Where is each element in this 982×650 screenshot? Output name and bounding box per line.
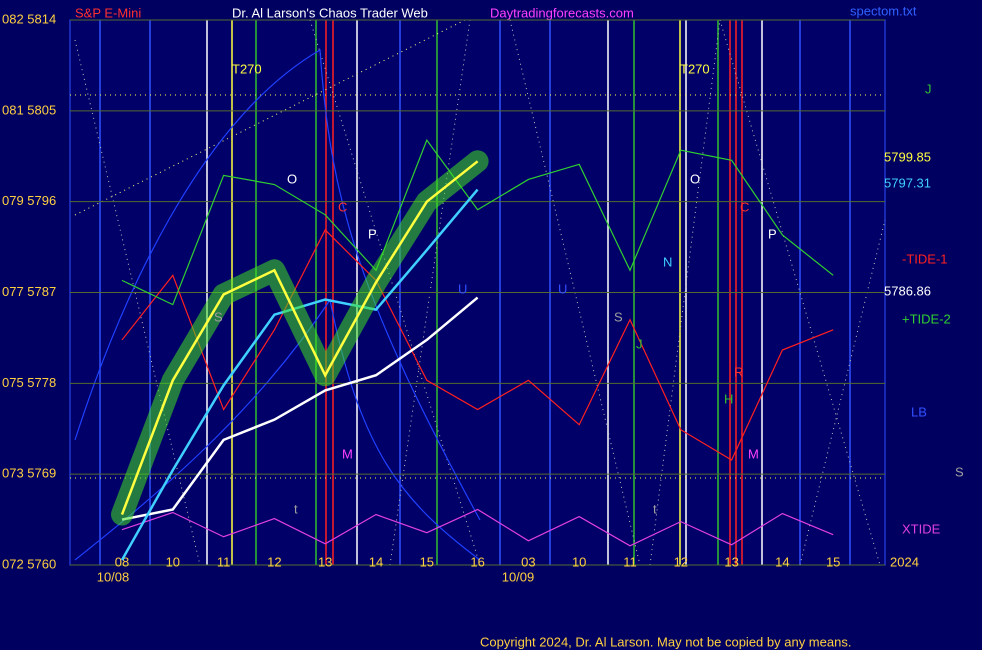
y-tick-label: 072 5760 (2, 556, 56, 571)
header-text: S&P E-Mini (75, 5, 141, 20)
end-value-label: 5799.85 (884, 149, 931, 164)
annotation: O (690, 171, 700, 186)
series-line (121, 138, 834, 306)
series-line (121, 296, 479, 521)
end-value-label: 5797.31 (884, 175, 931, 190)
annotation: R (734, 364, 743, 379)
x-tick-label: 14 (775, 554, 789, 569)
annotation: H (724, 391, 733, 406)
annotation: N (663, 254, 672, 269)
annotation: J (636, 336, 643, 351)
y-tick-label: 077 5787 (2, 284, 56, 299)
x-tick-label: 10 (572, 554, 586, 569)
x-tick-label: 10 (166, 554, 180, 569)
series-label: +TIDE-2 (902, 311, 951, 326)
header-text: Dr. Al Larson's Chaos Trader Web (232, 5, 428, 20)
x-tick-label: 15 (420, 554, 434, 569)
series-line (121, 508, 834, 547)
x-tick-label: 15 (826, 554, 840, 569)
annotation: P (768, 226, 777, 241)
y-tick-label: 075 5778 (2, 375, 56, 390)
annotation: P (368, 226, 377, 241)
date-label: 10/09 (502, 569, 535, 584)
x-tick-label: 08 (115, 554, 129, 569)
x-tick-label: 11 (623, 554, 637, 569)
annotation: t (653, 501, 657, 516)
annotation: LB (911, 404, 927, 419)
x-tick-label: 13 (318, 554, 332, 569)
y-tick-label: 081 5805 (2, 102, 56, 117)
annotation: S (614, 309, 623, 324)
annotation: C (740, 199, 749, 214)
header-text: Daytradingforecasts.com (490, 5, 634, 20)
x-tick-label: 13 (724, 554, 738, 569)
end-value-label: 5786.86 (884, 283, 931, 298)
header-text: spectom.txt (850, 3, 917, 18)
y-tick-label: 079 5796 (2, 193, 56, 208)
x-tick-label: 03 (521, 554, 535, 569)
x-tick-label: 12 (674, 554, 688, 569)
series-line (120, 160, 479, 515)
series-line (121, 228, 834, 461)
y-tick-label: 082 5814 (2, 11, 56, 26)
series-label: -TIDE-1 (902, 251, 948, 266)
x-tick-label: 14 (369, 554, 383, 569)
annotation: M (342, 446, 353, 461)
annotation: T270 (680, 61, 710, 76)
annotation: J (925, 81, 932, 96)
year-label: 2024 (890, 554, 919, 569)
annotation: O (287, 171, 297, 186)
annotation: S (955, 464, 964, 479)
annotation: U (558, 281, 567, 296)
annotation: C (338, 199, 347, 214)
annotation: U (458, 281, 467, 296)
annotation: t (294, 501, 298, 516)
y-tick-label: 073 5769 (2, 466, 56, 481)
annotation: M (748, 446, 759, 461)
x-tick-label: 11 (217, 554, 231, 569)
copyright: Copyright 2024, Dr. Al Larson. May not b… (480, 634, 851, 649)
series-label: XTIDE (902, 521, 941, 536)
x-tick-label: 16 (470, 554, 484, 569)
annotation: T270 (232, 61, 262, 76)
date-label: 10/08 (97, 569, 130, 584)
annotation: S (214, 309, 223, 324)
x-tick-label: 12 (267, 554, 281, 569)
